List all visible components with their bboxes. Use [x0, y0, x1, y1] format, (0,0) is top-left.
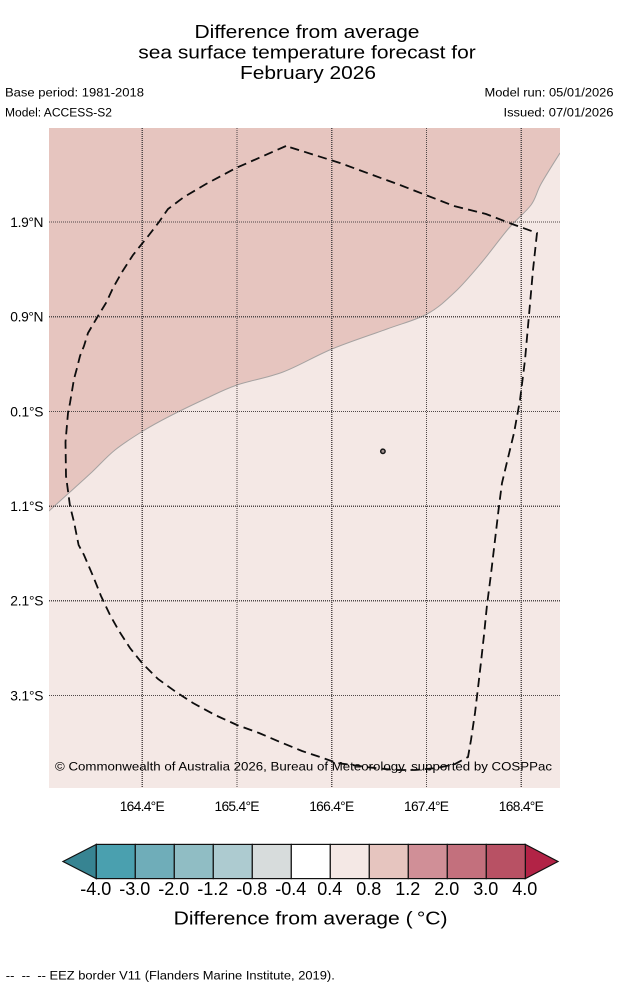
svg-text:-- -- -- EEZ border V11 (Fla: -- -- -- EEZ border V11 (Flanders Marine… — [6, 969, 335, 983]
svg-text:0.9°N: 0.9°N — [10, 310, 43, 325]
svg-text:1.2: 1.2 — [395, 879, 420, 899]
svg-text:164.4°E: 164.4°E — [120, 799, 165, 814]
svg-text:166.4°E: 166.4°E — [309, 799, 354, 814]
svg-text:1.9°N: 1.9°N — [10, 215, 43, 230]
svg-text:168.4°E: 168.4°E — [499, 799, 544, 814]
svg-text:February 2026: February 2026 — [240, 63, 376, 83]
svg-text:1.1°S: 1.1°S — [10, 499, 43, 514]
svg-text:3.0: 3.0 — [473, 879, 498, 899]
svg-text:© Commonwealth of Australia 20: © Commonwealth of Australia 2026, Bureau… — [55, 760, 552, 774]
svg-text:Difference from average: Difference from average — [195, 22, 420, 42]
svg-text:0.8: 0.8 — [356, 879, 381, 899]
svg-text:Model run: 05/01/2026: Model run: 05/01/2026 — [485, 85, 614, 99]
svg-text:3.1°S: 3.1°S — [10, 688, 43, 703]
svg-text:sea surface temperature foreca: sea surface temperature forecast for — [138, 43, 476, 63]
svg-text:2.1°S: 2.1°S — [10, 594, 43, 609]
svg-text:Difference from average ( °C): Difference from average ( °C) — [174, 908, 448, 928]
svg-text:165.4°E: 165.4°E — [215, 799, 260, 814]
svg-text:4.0: 4.0 — [512, 879, 537, 899]
svg-text:0.4: 0.4 — [317, 879, 342, 899]
svg-text:2.0: 2.0 — [434, 879, 459, 899]
svg-text:-4.0: -4.0 — [80, 879, 111, 899]
svg-text:Base period: 1981-2018: Base period: 1981-2018 — [5, 85, 144, 99]
svg-text:Model: ACCESS-S2: Model: ACCESS-S2 — [5, 105, 112, 119]
svg-text:-0.4: -0.4 — [275, 879, 306, 899]
svg-text:-0.8: -0.8 — [236, 879, 267, 899]
svg-text:-3.0: -3.0 — [119, 879, 150, 899]
svg-text:0.1°S: 0.1°S — [10, 404, 43, 419]
svg-text:Issued: 07/01/2026: Issued: 07/01/2026 — [504, 105, 614, 119]
svg-text:167.4°E: 167.4°E — [404, 799, 449, 814]
svg-text:-1.2: -1.2 — [197, 879, 228, 899]
svg-text:-2.0: -2.0 — [158, 879, 189, 899]
